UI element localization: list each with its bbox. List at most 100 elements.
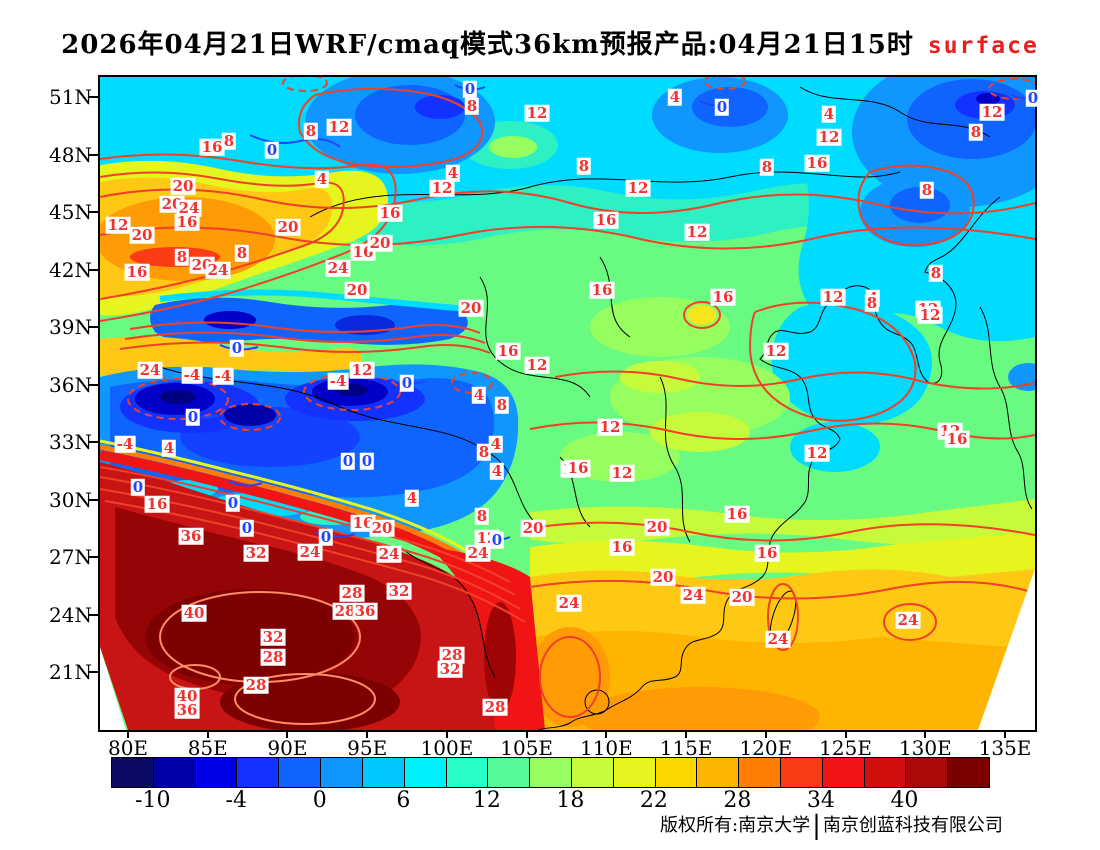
- contour-label: 20: [650, 567, 676, 586]
- page-title: 2026年04月21日WRF/cmaq模式36km预报产品:04月21日15时 s…: [0, 24, 1100, 61]
- temperature-colorbar: [111, 757, 990, 788]
- contour-label: 4: [404, 488, 420, 507]
- contour-label: 0: [359, 451, 375, 470]
- contour-label: 12: [429, 178, 455, 197]
- lat-tick-mark: [89, 211, 98, 213]
- colorbar-cell: [948, 758, 990, 787]
- contour-label: -4: [114, 434, 136, 453]
- contour-label: 24: [297, 542, 323, 561]
- lat-tick-label: 33N: [49, 430, 92, 454]
- colorbar-cell: [404, 758, 447, 787]
- lon-tick-label: 95E: [347, 736, 388, 760]
- contour-label: 8: [928, 263, 944, 282]
- contour-label: 28: [439, 645, 465, 664]
- title-text: 2026年04月21日WRF/cmaq模式36km预报产品:04月21日15时: [61, 30, 914, 60]
- contour-label: 4: [161, 438, 177, 457]
- contour-label: 8: [919, 180, 935, 199]
- contour-label: 0: [399, 373, 415, 392]
- contour-label: 16: [944, 429, 970, 448]
- contour-label: 20: [367, 233, 393, 252]
- lon-tick-mark: [445, 730, 448, 738]
- contour-label: 16: [593, 210, 619, 229]
- contour-label: 4: [489, 461, 505, 480]
- contour-label: 12: [763, 341, 789, 360]
- contour-label: 16: [565, 458, 591, 477]
- contour-label: 20: [644, 517, 670, 536]
- contour-label: 20: [369, 518, 395, 537]
- contour-label: 4: [314, 169, 330, 188]
- contour-label: 0: [340, 451, 356, 470]
- lat-tick-mark: [89, 96, 98, 98]
- copyright-separator: |: [812, 811, 821, 841]
- colorbar-label: 18: [556, 788, 585, 813]
- lon-tick-label: 105E: [500, 736, 554, 760]
- colorbar-label: 22: [639, 788, 668, 813]
- contour-label: 12: [816, 127, 842, 146]
- contour-label: 20: [458, 298, 484, 317]
- lat-tick-label: 39N: [49, 315, 92, 339]
- contour-label: 12: [326, 117, 352, 136]
- contour-label: 0: [229, 338, 245, 357]
- contour-label: 8: [174, 247, 190, 266]
- contour-label: 24: [376, 544, 402, 563]
- lon-tick-label: 100E: [420, 736, 474, 760]
- colorbar-label: 12: [472, 788, 501, 813]
- lon-tick-mark: [605, 730, 608, 738]
- contour-label: 8: [234, 243, 250, 262]
- lon-tick-label: 80E: [107, 736, 149, 760]
- colorbar-cell: [279, 758, 322, 787]
- contour-label: 12: [349, 360, 375, 379]
- colorbar-cell: [906, 758, 949, 787]
- contour-label: 16: [724, 504, 750, 523]
- contour-label: 36: [174, 700, 200, 719]
- contour-label: 4: [488, 434, 504, 453]
- coastline-borders: [159, 86, 1033, 730]
- colorbar-cell: [781, 758, 823, 787]
- contour-label: 24: [895, 610, 921, 629]
- lat-tick-mark: [89, 441, 98, 443]
- contour-label: 4: [471, 385, 487, 404]
- contour-label: 32: [260, 627, 286, 646]
- contour-label: 28: [339, 583, 365, 602]
- contour-label: 16: [589, 280, 615, 299]
- contour-label: 20: [275, 217, 301, 236]
- colorbar-cell: [153, 758, 196, 787]
- lon-tick-mark: [127, 730, 129, 738]
- lon-tick-mark: [1004, 730, 1007, 738]
- contour-label: 16: [804, 153, 830, 172]
- contour-label: 24: [205, 260, 231, 279]
- lat-tick-label: 27N: [49, 545, 92, 569]
- contour-label: 4: [667, 87, 683, 106]
- contour-label: 16: [377, 203, 403, 222]
- contour-label: 12: [524, 103, 550, 122]
- lat-tick-mark: [89, 671, 98, 673]
- lat-tick-mark: [89, 613, 98, 616]
- contour-label: 40: [181, 603, 207, 622]
- colorbar-cell: [697, 758, 740, 787]
- lat-tick-label: 48N: [49, 142, 92, 167]
- colorbar-cell: [613, 758, 656, 787]
- colorbar-cell: [237, 758, 280, 787]
- contour-label: 16: [609, 537, 635, 556]
- contour-label: 12: [597, 417, 623, 436]
- lon-tick-mark: [844, 730, 847, 738]
- contour-label: 12: [917, 305, 943, 324]
- temperature-contour-map: [100, 77, 1035, 730]
- colorbar-label: 40: [890, 788, 919, 813]
- contour-label: 8: [494, 395, 510, 414]
- lon-tick-mark: [685, 730, 688, 738]
- colorbar-label: 0: [312, 788, 327, 813]
- colorbar-cell: [571, 758, 614, 787]
- contour-label: 0: [714, 97, 730, 116]
- contour-label: 0: [185, 407, 201, 426]
- lat-tick-label: 36N: [49, 372, 92, 397]
- contour-label: 0: [318, 527, 334, 546]
- colorbar-label: 28: [723, 788, 752, 813]
- lon-tick-mark: [206, 730, 209, 738]
- colorbar-cell: [195, 758, 238, 787]
- contour-label: 12: [979, 102, 1005, 121]
- contour-label: 12: [820, 287, 846, 306]
- colorbar-label: 6: [396, 788, 411, 813]
- colorbar-cell: [446, 758, 489, 787]
